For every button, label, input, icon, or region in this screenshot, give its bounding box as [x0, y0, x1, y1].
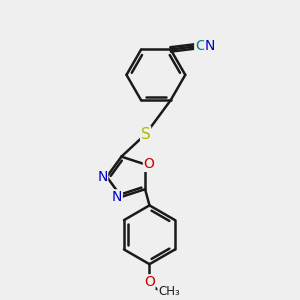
- Text: C: C: [195, 39, 205, 53]
- Text: N: N: [112, 190, 122, 204]
- Text: N: N: [205, 39, 215, 53]
- Text: N: N: [97, 170, 108, 184]
- Text: O: O: [144, 275, 155, 289]
- Text: CH₃: CH₃: [158, 285, 180, 298]
- Text: S: S: [141, 127, 151, 142]
- Text: O: O: [143, 157, 154, 171]
